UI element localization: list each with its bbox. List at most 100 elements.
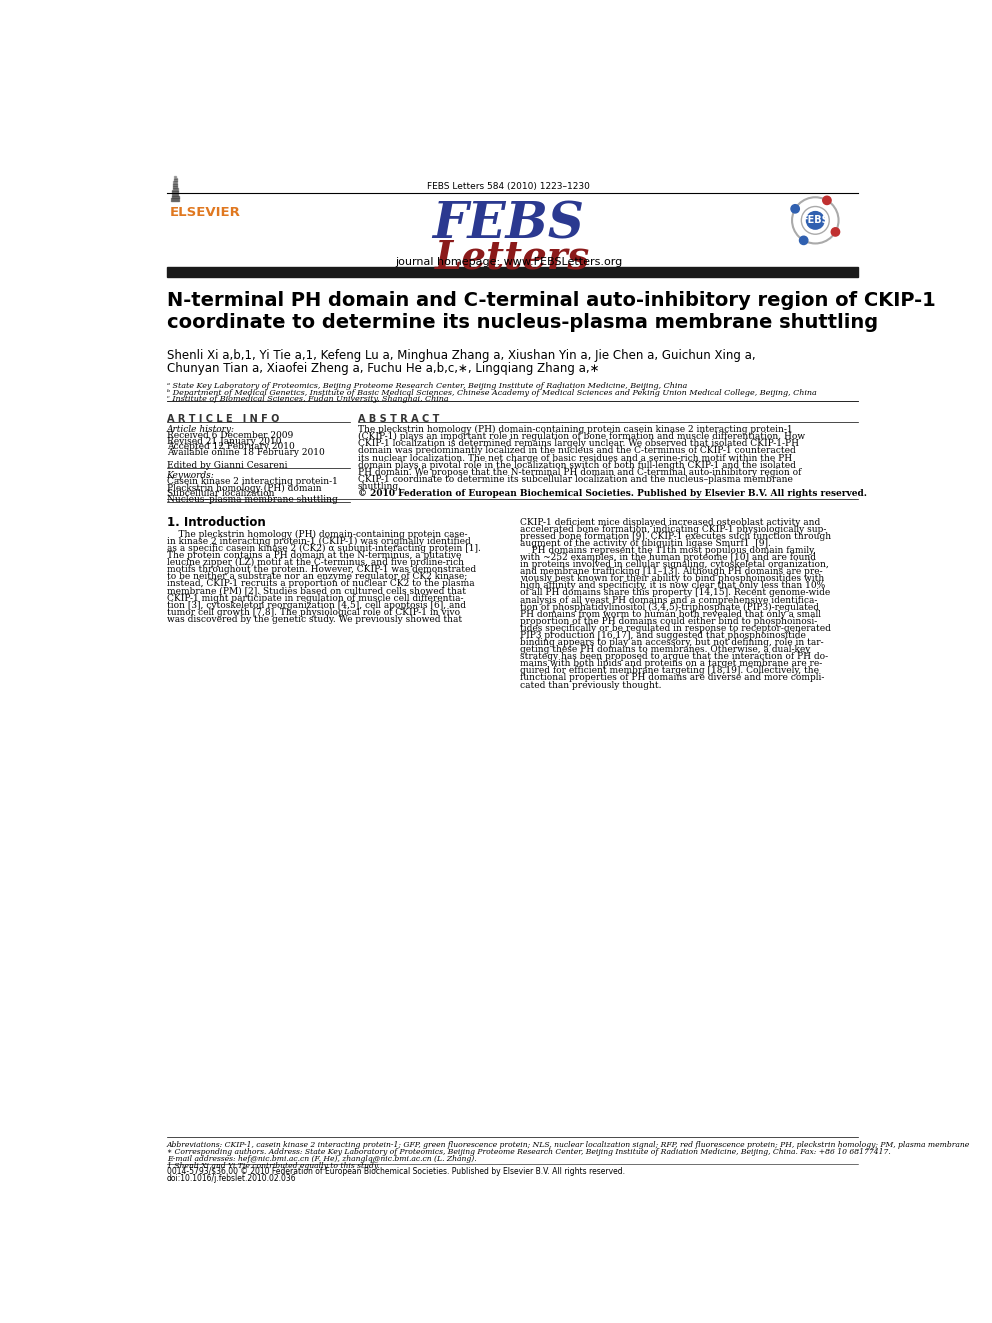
- Text: Abbreviations: CKIP-1, casein kinase 2 interacting protein-1; GFP, green fluores: Abbreviations: CKIP-1, casein kinase 2 i…: [167, 1140, 970, 1148]
- Text: functional properties of PH domains are diverse and more compli-: functional properties of PH domains are …: [520, 673, 824, 683]
- Text: to be neither a substrate nor an enzyme regulator of CK2 kinase;: to be neither a substrate nor an enzyme …: [167, 573, 467, 581]
- Bar: [172, 198, 179, 200]
- Circle shape: [800, 237, 807, 245]
- Bar: [172, 200, 179, 201]
- Text: Keywords:: Keywords:: [167, 471, 214, 480]
- Text: Chunyan Tian a, Xiaofei Zheng a, Fuchu He a,b,c,∗, Lingqiang Zhang a,∗: Chunyan Tian a, Xiaofei Zheng a, Fuchu H…: [167, 361, 599, 374]
- Text: strategy has been proposed to argue that the interaction of PH do-: strategy has been proposed to argue that…: [520, 652, 828, 662]
- Text: 0014-5793/$36.00 © 2010 Federation of European Biochemical Societies. Published : 0014-5793/$36.00 © 2010 Federation of Eu…: [167, 1167, 625, 1176]
- Bar: [174, 176, 177, 177]
- Text: 1. Introduction: 1. Introduction: [167, 516, 266, 529]
- Text: Article history:: Article history:: [167, 425, 235, 434]
- Bar: [172, 196, 179, 197]
- Text: motifs throughout the protein. However, CKIP-1 was demonstrated: motifs throughout the protein. However, …: [167, 565, 476, 574]
- Text: augment of the activity of ubiquitin ligase Smurf1  [9].: augment of the activity of ubiquitin lig…: [520, 538, 771, 548]
- Text: Subcellular localization: Subcellular localization: [167, 490, 274, 499]
- Text: PH domains from worm to human both revealed that only a small: PH domains from worm to human both revea…: [520, 610, 821, 619]
- Text: Revised 21 January 2010: Revised 21 January 2010: [167, 437, 281, 446]
- Text: N-terminal PH domain and C-terminal auto-inhibitory region of CKIP-1: N-terminal PH domain and C-terminal auto…: [167, 291, 935, 310]
- Text: The protein contains a PH domain at the N-terminus, a putative: The protein contains a PH domain at the …: [167, 552, 461, 560]
- Text: E-mail addresses: hef@nic.bmi.ac.cn (F. He), zhanglq@nic.bmi.ac.cn (L. Zhang).: E-mail addresses: hef@nic.bmi.ac.cn (F. …: [167, 1155, 476, 1163]
- Text: proportion of the PH domains could either bind to phosphoinosi-: proportion of the PH domains could eithe…: [520, 617, 817, 626]
- Circle shape: [822, 196, 831, 205]
- Text: (CKIP-1) plays an important role in regulation of bone formation and muscle diff: (CKIP-1) plays an important role in regu…: [357, 433, 805, 442]
- Text: ∗ Corresponding authors. Address: State Key Laboratory of Proteomics, Beijing Pr: ∗ Corresponding authors. Address: State …: [167, 1148, 891, 1156]
- Text: cated than previously thought.: cated than previously thought.: [520, 680, 662, 689]
- Circle shape: [791, 205, 800, 213]
- Bar: [172, 193, 179, 194]
- Text: The pleckstrin homology (PH) domain-containing protein case-: The pleckstrin homology (PH) domain-cont…: [167, 531, 467, 538]
- Text: Shenli Xi a,b,1, Yi Tie a,1, Kefeng Lu a, Minghua Zhang a, Xiushan Yin a, Jie Ch: Shenli Xi a,b,1, Yi Tie a,1, Kefeng Lu a…: [167, 349, 755, 363]
- Text: A B S T R A C T: A B S T R A C T: [357, 414, 438, 425]
- Text: CKIP-1 might participate in regulation of muscle cell differentia-: CKIP-1 might participate in regulation o…: [167, 594, 463, 603]
- Text: tumor cell growth [7,8]. The physiological role of CKIP-1 in vivo: tumor cell growth [7,8]. The physiologic…: [167, 607, 459, 617]
- Text: with ~252 examples, in the human proteome [10] and are found: with ~252 examples, in the human proteom…: [520, 553, 816, 562]
- Text: Edited by Gianni Cesareni: Edited by Gianni Cesareni: [167, 460, 287, 470]
- Text: and membrane trafficking [11–13]. Although PH domains are pre-: and membrane trafficking [11–13]. Althou…: [520, 568, 822, 577]
- Bar: [173, 187, 178, 188]
- Text: Nucleus–plasma membrane shuttling: Nucleus–plasma membrane shuttling: [167, 496, 337, 504]
- Text: 1 Shenli Xi and Yi Tie contributed equally to this study.: 1 Shenli Xi and Yi Tie contributed equal…: [167, 1163, 379, 1171]
- Text: ᶜ Institute of Biomedical Sciences, Fudan University, Shanghai, China: ᶜ Institute of Biomedical Sciences, Fuda…: [167, 396, 448, 404]
- Text: CKIP-1 coordinate to determine its subcellular localization and the nucleus–plas: CKIP-1 coordinate to determine its subce…: [357, 475, 793, 484]
- Text: domain was predominantly localized in the nucleus and the C-terminus of CKIP-1 c: domain was predominantly localized in th…: [357, 446, 796, 455]
- Bar: [172, 194, 179, 196]
- Text: coordinate to determine its nucleus-plasma membrane shuttling: coordinate to determine its nucleus-plas…: [167, 312, 878, 332]
- Text: tion [3], cytoskeleton reorganization [4,5], cell apoptosis [6], and: tion [3], cytoskeleton reorganization [4…: [167, 601, 465, 610]
- Text: analysis of all yeast PH domains and a comprehensive identifica-: analysis of all yeast PH domains and a c…: [520, 595, 817, 605]
- Text: Available online 18 February 2010: Available online 18 February 2010: [167, 448, 324, 456]
- Text: instead, CKIP-1 recruits a proportion of nuclear CK2 to the plasma: instead, CKIP-1 recruits a proportion of…: [167, 579, 474, 589]
- Bar: [174, 177, 177, 179]
- Text: pressed bone formation [9]. CKIP-1 executes such function through: pressed bone formation [9]. CKIP-1 execu…: [520, 532, 831, 541]
- Text: CKIP-1 localization is determined remains largely unclear. We observed that isol: CKIP-1 localization is determined remain…: [357, 439, 799, 448]
- Text: viously best known for their ability to bind phosphoinositides with: viously best known for their ability to …: [520, 574, 824, 583]
- Text: as a specific casein kinase 2 (CK2) α subunit-interacting protein [1].: as a specific casein kinase 2 (CK2) α su…: [167, 544, 480, 553]
- Bar: [167, 267, 858, 278]
- Bar: [173, 192, 178, 193]
- Text: geting these PH domains to membranes. Otherwise, a dual-key: geting these PH domains to membranes. Ot…: [520, 646, 810, 654]
- Text: tides specifically or be regulated in response to receptor-generated: tides specifically or be regulated in re…: [520, 624, 831, 632]
- Text: FEBS: FEBS: [802, 216, 829, 225]
- Text: CKIP-1 deficient mice displayed increased osteoblast activity and: CKIP-1 deficient mice displayed increase…: [520, 517, 820, 527]
- Text: Received 6 December 2009: Received 6 December 2009: [167, 431, 293, 439]
- Text: tion of phosphatidylinositol (3,4,5)-triphosphate (PIP3)-regulated: tion of phosphatidylinositol (3,4,5)-tri…: [520, 602, 819, 611]
- Text: The pleckstrin homology (PH) domain-containing protein casein kinase 2 interacti: The pleckstrin homology (PH) domain-cont…: [357, 425, 793, 434]
- Text: PIP3 production [16,17], and suggested that phosphoinositide: PIP3 production [16,17], and suggested t…: [520, 631, 806, 640]
- Text: ELSEVIER: ELSEVIER: [170, 206, 241, 218]
- Text: Pleckstrin homology (PH) domain: Pleckstrin homology (PH) domain: [167, 483, 321, 492]
- Text: domain plays a pivotal role in the localization switch of both full-length CKIP-: domain plays a pivotal role in the local…: [357, 460, 796, 470]
- Text: Accepted 12 February 2010: Accepted 12 February 2010: [167, 442, 295, 451]
- Text: PH domains represent the 11th most populous domain family,: PH domains represent the 11th most popul…: [520, 546, 815, 554]
- Text: Letters: Letters: [434, 238, 590, 277]
- Text: © 2010 Federation of European Biochemical Societies. Published by Elsevier B.V. : © 2010 Federation of European Biochemica…: [357, 490, 867, 497]
- Text: FEBS Letters 584 (2010) 1223–1230: FEBS Letters 584 (2010) 1223–1230: [427, 181, 590, 191]
- Text: journal homepage: www.FEBSLetters.org: journal homepage: www.FEBSLetters.org: [395, 257, 622, 266]
- Text: accelerated bone formation, indicating CKIP-1 physiologically sup-: accelerated bone formation, indicating C…: [520, 525, 826, 533]
- Text: A R T I C L E   I N F O: A R T I C L E I N F O: [167, 414, 279, 425]
- Text: binding appears to play an accessory, but not defining, role in tar-: binding appears to play an accessory, bu…: [520, 638, 823, 647]
- Bar: [174, 180, 177, 181]
- Bar: [174, 183, 178, 184]
- Text: quired for efficient membrane targeting [18,19]. Collectively, the: quired for efficient membrane targeting …: [520, 667, 819, 675]
- Text: its nuclear localization. The net charge of basic residues and a serine-rich mot: its nuclear localization. The net charge…: [357, 454, 792, 463]
- Text: ᵇ Department of Medical Genetics, Institute of Basic Medical Sciences, Chinese A: ᵇ Department of Medical Genetics, Instit…: [167, 389, 816, 397]
- Text: mains with both lipids and proteins on a target membrane are re-: mains with both lipids and proteins on a…: [520, 659, 822, 668]
- Text: in proteins involved in cellular signaling, cytoskeletal organization,: in proteins involved in cellular signali…: [520, 560, 828, 569]
- Text: leucine zipper (LZ) motif at the C-terminus, and five proline-rich: leucine zipper (LZ) motif at the C-termi…: [167, 558, 463, 568]
- Bar: [173, 188, 178, 189]
- Text: PH domain. We propose that the N-terminal PH domain and C-terminal auto-inhibito: PH domain. We propose that the N-termina…: [357, 468, 801, 476]
- Text: ᵃ State Key Laboratory of Proteomics, Beijing Proteome Research Center, Beijing : ᵃ State Key Laboratory of Proteomics, Be…: [167, 382, 686, 390]
- Text: doi:10.1016/j.febslet.2010.02.036: doi:10.1016/j.febslet.2010.02.036: [167, 1174, 297, 1183]
- Text: in kinase 2 interacting protein-1 (CKIP-1) was originally identified: in kinase 2 interacting protein-1 (CKIP-…: [167, 537, 470, 546]
- Text: shuttling.: shuttling.: [357, 482, 402, 491]
- Bar: [173, 184, 178, 185]
- Text: membrane (PM) [2]. Studies based on cultured cells showed that: membrane (PM) [2]. Studies based on cult…: [167, 586, 465, 595]
- Circle shape: [806, 212, 824, 229]
- Text: was discovered by the genetic study. We previously showed that: was discovered by the genetic study. We …: [167, 615, 461, 624]
- Text: of all PH domains share this property [14,15]. Recent genome-wide: of all PH domains share this property [1…: [520, 589, 830, 598]
- Circle shape: [831, 228, 839, 235]
- Bar: [173, 189, 178, 191]
- Text: high affinity and specificity, it is now clear that only less than 10%: high affinity and specificity, it is now…: [520, 581, 825, 590]
- Text: FEBS: FEBS: [433, 200, 584, 249]
- Bar: [174, 181, 177, 183]
